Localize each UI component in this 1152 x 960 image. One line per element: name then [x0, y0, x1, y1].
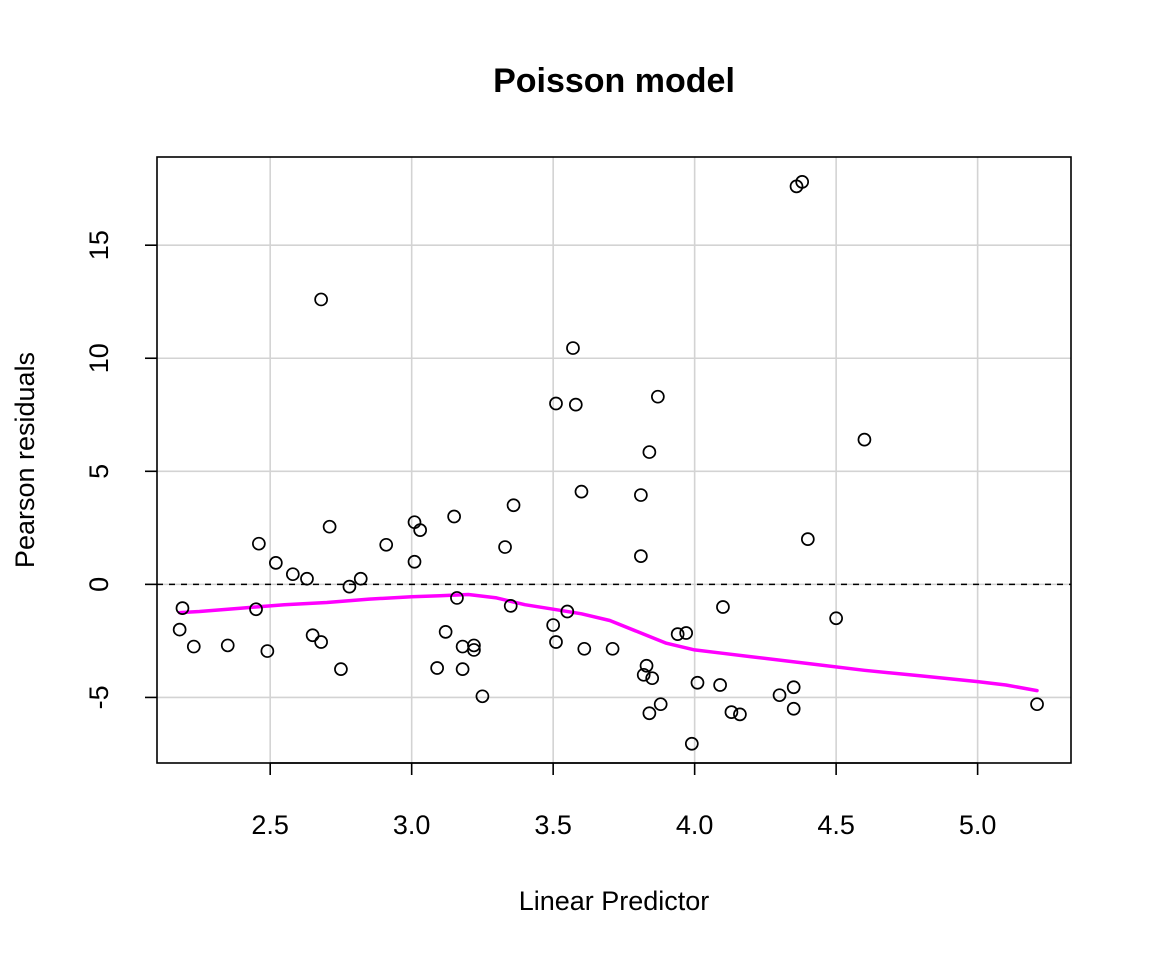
data-point — [1030, 697, 1044, 712]
data-point — [300, 571, 314, 586]
x-tick-label: 4.0 — [676, 810, 714, 840]
data-point — [568, 397, 583, 412]
x-axis-label: Linear Predictor — [519, 886, 710, 916]
data-point — [334, 662, 348, 677]
data-point — [642, 706, 657, 721]
data-point — [455, 639, 470, 654]
data-point — [795, 175, 810, 189]
x-tick-label: 5.0 — [959, 810, 997, 840]
data-point — [467, 638, 481, 653]
data-point — [285, 567, 300, 582]
data-point — [342, 579, 357, 594]
data-point — [447, 509, 461, 524]
data-point — [786, 701, 801, 716]
y-tick-label: 0 — [84, 577, 114, 592]
data-point — [634, 549, 648, 563]
data-point — [260, 644, 275, 658]
data-point — [549, 396, 563, 411]
data-point — [645, 671, 660, 686]
data-point — [679, 626, 694, 640]
data-point — [651, 389, 665, 404]
data-point — [314, 635, 328, 649]
data-point — [172, 622, 187, 637]
data-point — [690, 675, 705, 690]
data-point — [175, 601, 190, 615]
data-point — [305, 628, 320, 643]
smooth-trend-line — [177, 592, 1039, 693]
x-axis: 2.5 3.0 3.5 4.0 4.5 5.0 — [251, 762, 997, 840]
data-point — [716, 600, 730, 614]
data-point — [560, 604, 575, 619]
data-point — [314, 292, 328, 307]
y-axis: -5 0 5 10 15 — [84, 230, 157, 709]
data-point — [733, 707, 747, 722]
data-point — [857, 432, 872, 447]
data-point — [653, 697, 668, 712]
data-point — [724, 705, 739, 719]
grid-lines — [157, 157, 1071, 763]
data-point — [566, 341, 580, 355]
data-point — [413, 523, 428, 537]
data-point — [829, 611, 843, 626]
data-point — [249, 602, 263, 617]
data-point — [546, 618, 561, 632]
data-point — [684, 736, 699, 751]
data-point — [475, 689, 490, 704]
data-point — [772, 688, 787, 703]
data-point — [634, 488, 648, 502]
data-point — [577, 641, 592, 656]
y-tick-label: 5 — [84, 464, 114, 479]
y-tick-label: -5 — [84, 685, 114, 709]
data-point — [322, 519, 337, 534]
y-axis-label: Pearson residuals — [10, 352, 40, 568]
data-point — [407, 554, 422, 569]
data-point — [467, 643, 481, 657]
plot-frame — [156, 156, 1072, 764]
data-point — [438, 625, 453, 639]
data-point — [642, 445, 657, 459]
data-point — [786, 680, 801, 695]
data-point — [800, 532, 815, 546]
data-point — [574, 484, 589, 499]
y-tick-label: 10 — [84, 343, 114, 373]
x-tick-label: 4.5 — [817, 810, 855, 840]
data-point — [549, 635, 563, 649]
data-point — [503, 598, 518, 613]
data-point — [636, 667, 651, 682]
chart-title: Poisson model — [493, 62, 735, 100]
data-point — [670, 627, 685, 641]
x-tick-label: 2.5 — [251, 810, 289, 840]
x-tick-label: 3.0 — [393, 810, 431, 840]
data-points — [172, 175, 1044, 751]
data-point — [605, 641, 620, 656]
data-point — [353, 571, 368, 586]
data-point — [506, 498, 521, 513]
data-point — [713, 678, 727, 692]
y-tick-label: 15 — [84, 230, 114, 260]
data-point — [186, 639, 201, 654]
data-point — [430, 661, 444, 675]
data-point — [639, 658, 654, 673]
data-point — [220, 638, 235, 653]
data-point — [268, 556, 283, 570]
data-point — [450, 591, 464, 605]
data-point — [498, 540, 512, 554]
data-point — [252, 536, 266, 551]
data-point — [455, 662, 470, 677]
x-tick-label: 3.5 — [534, 810, 572, 840]
data-point — [379, 537, 394, 552]
